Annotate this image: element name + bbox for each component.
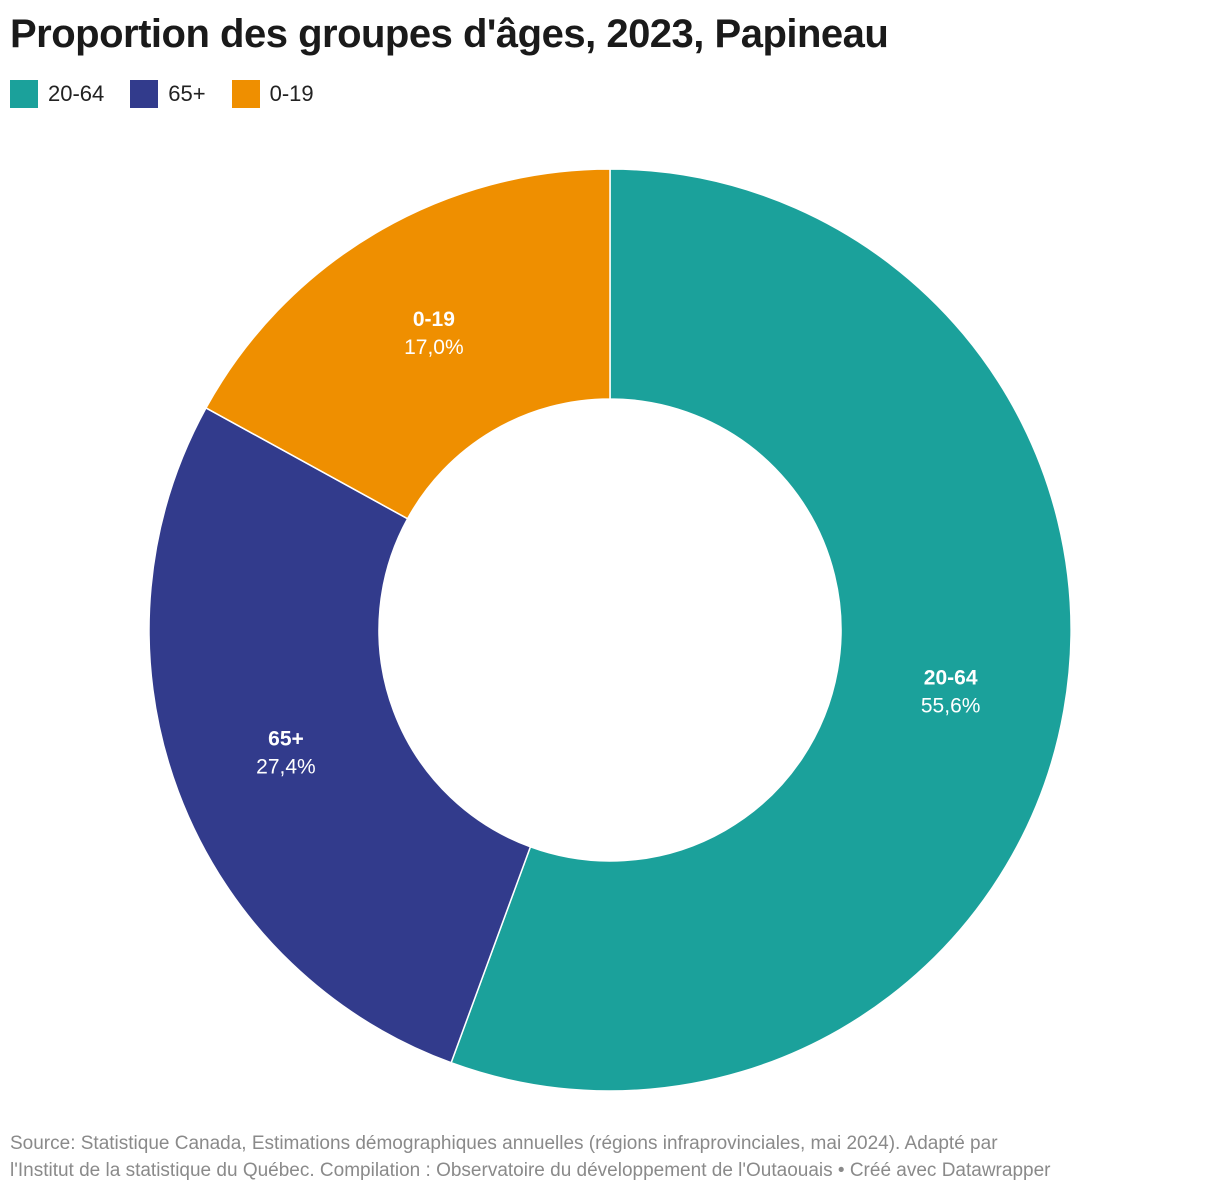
legend-item-20-64: 20-64 (10, 80, 104, 108)
legend-label-0-19: 0-19 (269, 81, 314, 106)
slice-20-64 (450, 168, 1072, 1092)
source-line-1: Source: Statistique Canada, Estimations … (10, 1133, 998, 1154)
slice-0-19 (205, 168, 611, 520)
chart-title: Proportion des groupes d'âges, 2023, Pap… (10, 12, 889, 56)
slice-label-20-64: 20-64 (924, 667, 978, 690)
slice-label-65-plus: 65+ (268, 727, 304, 750)
legend-swatch-20-64 (10, 80, 38, 108)
slice-65-plus (148, 406, 532, 1064)
legend-item-65-plus: 65+ (130, 80, 206, 108)
legend-swatch-0-19 (231, 80, 260, 108)
source-note: Source: Statistique Canada, Estimations … (10, 1130, 1215, 1184)
legend: 20-64 65+ 0-19 (10, 80, 340, 108)
slice-value-0-19: 17,0% (404, 336, 464, 359)
legend-label-65-plus: 65+ (168, 81, 206, 106)
slice-value-65-plus: 27,4% (256, 755, 316, 778)
legend-swatch-65-plus (130, 80, 159, 108)
legend-item-0-19: 0-19 (231, 80, 314, 108)
source-line-2: l'Institut de la statistique du Québec. … (10, 1160, 1051, 1181)
slice-label-0-19: 0-19 (413, 308, 455, 331)
slice-value-20-64: 55,6% (921, 695, 981, 718)
legend-label-20-64: 20-64 (48, 81, 105, 106)
